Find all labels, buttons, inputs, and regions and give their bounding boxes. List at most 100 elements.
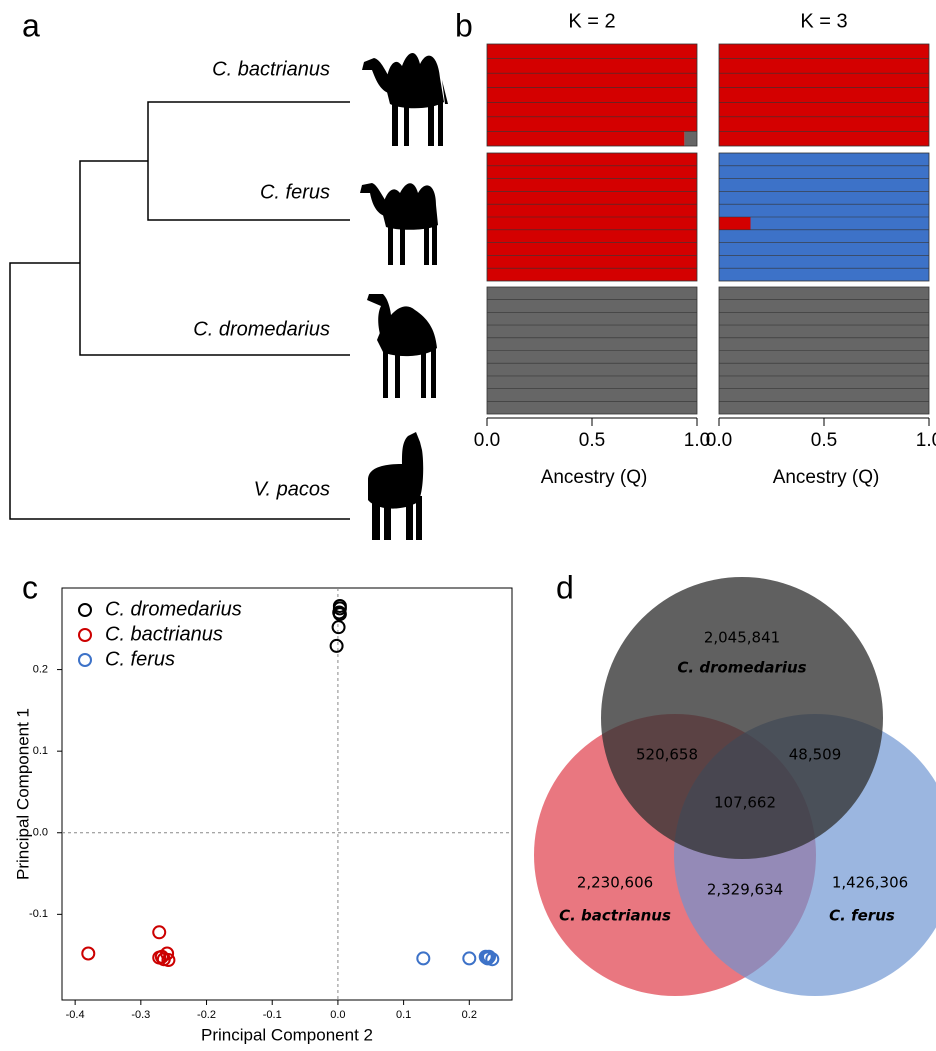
- region-count: 520,658: [636, 746, 698, 764]
- ancestry-bar: [719, 229, 929, 243]
- legend-label: C. ferus: [105, 648, 175, 670]
- ancestry-bar: [684, 131, 697, 146]
- silhouettes: [360, 52, 448, 540]
- ancestry-bar: [719, 217, 751, 230]
- legend-marker: [78, 603, 92, 617]
- ancestry-bar: [719, 131, 929, 146]
- x-tick-label: 1.0: [684, 430, 710, 451]
- x-axis-label: Ancestry (Q): [541, 467, 648, 488]
- point: [332, 607, 347, 622]
- x-tick-label: 0.2: [462, 1009, 477, 1021]
- point: [479, 950, 494, 965]
- leaf-label: C. bactrianus: [212, 58, 330, 80]
- ancestry-bar: [487, 116, 697, 132]
- ancestry-bar: [719, 204, 929, 217]
- x-axis-label: Principal Component 2: [201, 1025, 373, 1044]
- ancestry-bar: [487, 191, 697, 205]
- ancestry-bar: [719, 58, 929, 74]
- ancestry-bar: [487, 131, 685, 146]
- alpaca-icon: [368, 432, 424, 540]
- ancestry-bar: [719, 388, 929, 402]
- chart-title: K = 3: [800, 10, 847, 32]
- ancestry-bar: [487, 165, 697, 179]
- ancestry-bar: [487, 242, 697, 256]
- group-frame: [486, 43, 698, 147]
- x-tick-label: -0.1: [263, 1009, 282, 1021]
- ancestry-bar: [719, 363, 929, 376]
- panel-label: a: [22, 7, 40, 43]
- panel-label: b: [455, 7, 473, 43]
- ancestry-bar: [719, 287, 929, 300]
- x-tick-label: 0.0: [474, 430, 500, 451]
- x-tick-label: -0.2: [197, 1009, 216, 1021]
- group-frame: [718, 152, 930, 282]
- y-tick-label: 0.0: [33, 827, 48, 839]
- ancestry-bar: [487, 363, 697, 376]
- region-count: 1,426,306: [832, 874, 908, 892]
- charts: K = 2 0.0 0.5 1.0 Ancestry (Q) K = 3 0.0 0.5 1.0…: [13, 10, 936, 1044]
- set-circle: [601, 577, 883, 859]
- x-axis-label: Ancestry (Q): [773, 467, 880, 488]
- point: [416, 951, 431, 966]
- group-frame: [718, 43, 930, 147]
- point: [152, 925, 167, 940]
- ancestry-bar: [487, 58, 697, 74]
- legend-marker: [78, 653, 92, 667]
- ancestry-bar: [719, 165, 929, 179]
- chart-title: K = 2: [568, 10, 615, 32]
- point: [485, 952, 500, 967]
- point: [329, 638, 344, 653]
- ancestry-bar: [487, 229, 697, 243]
- ancestry-bar: [719, 401, 929, 414]
- ancestry-bar: [487, 102, 697, 117]
- ancestry-bar: [487, 299, 697, 313]
- ancestry-bar: [487, 178, 697, 192]
- x-tick-label: 0.5: [579, 430, 605, 451]
- ancestry-bar: [719, 350, 929, 364]
- tree-branches: [9, 101, 350, 520]
- group-frame: [718, 286, 930, 415]
- ancestry-bar: [719, 87, 929, 103]
- ancestry-bar: [750, 217, 929, 230]
- y-tick-label: -0.1: [29, 908, 48, 920]
- panel-label: d: [556, 569, 574, 605]
- tree-labels: C. bactrianus C. ferus C. dromedarius V.…: [193, 58, 330, 500]
- y-tick-label: 0.2: [33, 663, 48, 675]
- x-tick-label: 0.0: [706, 430, 732, 451]
- panel-label: c: [22, 569, 38, 605]
- legend-label: C. dromedarius: [105, 598, 242, 620]
- ancestry-bar: [719, 299, 929, 313]
- set-label: C. bactrianus: [559, 907, 671, 925]
- x-tick-label: -0.4: [66, 1009, 85, 1021]
- x-tick-label: -0.3: [131, 1009, 150, 1021]
- ancestry-bar: [487, 350, 697, 364]
- group-frame: [486, 152, 698, 282]
- ancestry-bar: [719, 268, 929, 281]
- x-tick-label: 1.0: [916, 430, 936, 451]
- ancestry-bar: [487, 401, 697, 414]
- ancestry-bar: [719, 102, 929, 117]
- bactrian-camel-icon: [362, 52, 448, 146]
- dromedary-icon: [367, 294, 437, 398]
- ancestry-bar: [719, 242, 929, 256]
- panel-labels: a b c d: [22, 7, 574, 605]
- tree: [9, 101, 350, 520]
- ancestry-bar: [487, 337, 697, 351]
- point: [154, 949, 169, 964]
- region-count: 2,045,841: [704, 629, 780, 647]
- ancestry-bar: [719, 178, 929, 192]
- leaf-label: V. pacos: [254, 478, 330, 500]
- region-count: 2,230,606: [577, 874, 653, 892]
- leaf-label: C. ferus: [260, 181, 330, 203]
- ancestry-bar: [719, 255, 929, 269]
- region-count: 2,329,634: [707, 881, 783, 899]
- x-tick-label: 0.1: [396, 1009, 411, 1021]
- ancestry-bar: [719, 116, 929, 132]
- leaf-label: C. dromedarius: [193, 318, 330, 340]
- ancestry-bar: [487, 153, 697, 166]
- ancestry-bar: [487, 375, 697, 389]
- ancestry-bar: [719, 337, 929, 351]
- ancestry-bar: [719, 44, 929, 59]
- plot-frame: [61, 587, 513, 1001]
